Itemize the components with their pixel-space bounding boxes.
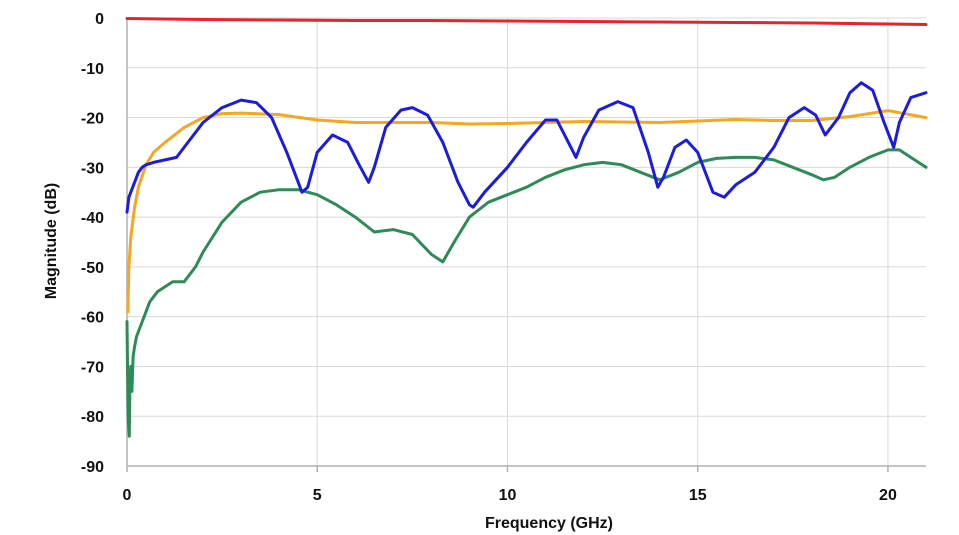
tick-labels: 0 -10 -20 -30 -40 -50 -60 -70 -80 -90 0 5 10 15 20 [81, 11, 897, 504]
x-tick-label: 5 [313, 487, 322, 504]
y-tick-label: -10 [81, 61, 104, 78]
y-tick-label: -70 [81, 359, 104, 376]
y-tick-label: 0 [95, 11, 104, 28]
y-tick-label: -40 [81, 210, 104, 227]
x-axis-title: Frequency (GHz) [485, 515, 613, 532]
series-line-red [125, 17, 928, 26]
y-axis-title: Magnitude (dB) [43, 183, 60, 299]
series-line-blue [125, 81, 928, 214]
series-line-orange [126, 109, 928, 314]
y-tick-label: -60 [81, 310, 104, 327]
series-group [125, 17, 928, 438]
y-tick-label: -20 [81, 111, 104, 128]
y-tick-label: -90 [81, 459, 104, 476]
y-tick-label: -30 [81, 160, 104, 177]
y-tick-label: -50 [81, 260, 104, 277]
axes [126, 18, 926, 472]
x-tick-label: 0 [123, 487, 132, 504]
x-tick-label: 20 [879, 487, 897, 504]
series-line-green [125, 148, 928, 438]
grid [126, 17, 926, 467]
x-tick-label: 15 [689, 487, 707, 504]
x-tick-label: 10 [499, 487, 517, 504]
y-tick-label: -80 [81, 409, 104, 426]
